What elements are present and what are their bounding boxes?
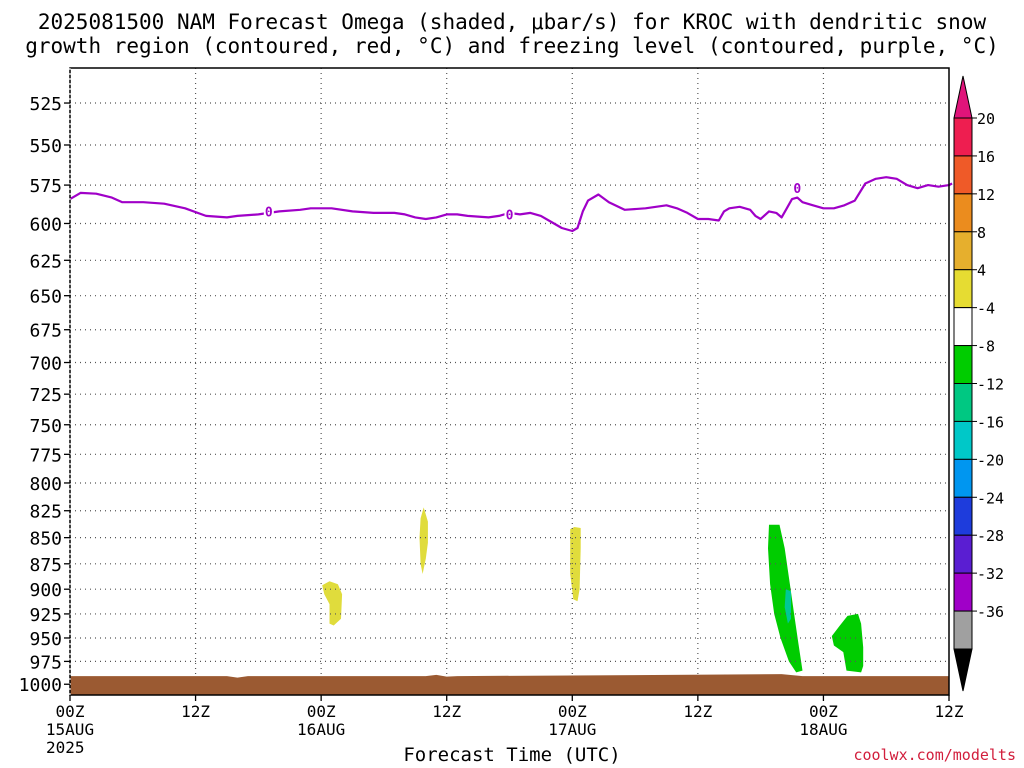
x-tick-label-72: 00Z: [809, 702, 838, 721]
colorbar-label-3: 12: [977, 186, 995, 204]
colorbar-label-4: 8: [977, 224, 986, 242]
y-tick-label-900: 900: [29, 580, 62, 601]
freezing-label-2: 0: [506, 208, 514, 223]
y-tick-label-825: 825: [29, 502, 62, 523]
colorbar-segment-13: [953, 572, 973, 612]
y-tick-label-625: 625: [29, 251, 62, 272]
colorbar-label-11: -24: [977, 489, 1004, 507]
x-tick-label-84: 12Z: [935, 702, 964, 721]
colorbar-segment-3: [953, 193, 973, 233]
omega-region-2: [419, 507, 428, 574]
colorbar-segment-14: [953, 610, 973, 650]
x-tick-label-24: 00Z: [307, 702, 336, 721]
freezing-label-3: 0: [793, 182, 801, 197]
colorbar-segment-6: [953, 307, 973, 347]
y-tick-label-525: 525: [29, 94, 62, 115]
colorbar-label-7: -8: [977, 338, 995, 356]
freezing-label-bg-2: [504, 207, 515, 222]
colorbar-segment-11: [953, 496, 973, 536]
colorbar-bottom-arrow: [953, 648, 973, 692]
omega-region-6: [831, 613, 864, 673]
y-tick-label-1000: 1000: [19, 675, 62, 696]
x-tick-label-48: 00Z: [558, 702, 587, 721]
x-tick-date-0: 15AUG: [46, 720, 94, 739]
colorbar-segment-10: [953, 458, 973, 498]
freezing-level-line: [69, 176, 953, 233]
y-tick-label-950: 950: [29, 629, 62, 650]
plot-frame: [69, 67, 950, 696]
y-tick-label-775: 775: [29, 445, 62, 466]
colorbar-label-1: 20: [977, 110, 995, 128]
x-tick-label-60: 12Z: [683, 702, 712, 721]
colorbar-segment-8: [953, 383, 973, 422]
y-tick-label-850: 850: [29, 529, 62, 550]
chart-subtitle: growth region (contoured, red, °C) and f…: [25, 34, 999, 58]
colorbar-segment-5: [953, 269, 973, 309]
y-tick-label-575: 575: [29, 176, 62, 197]
x-tick-year-0: 2025: [46, 738, 85, 757]
x-tick-date-72: 18AUG: [799, 720, 847, 739]
colorbar-segment-1: [953, 117, 973, 157]
y-tick-label-725: 725: [29, 385, 62, 406]
colorbar-label-14: -36: [977, 603, 1004, 621]
colorbar-segment-2: [953, 155, 973, 195]
colorbar-top-arrow: [953, 75, 973, 119]
colorbar-segment-12: [953, 534, 973, 574]
y-tick-label-550: 550: [29, 136, 62, 157]
freezing-label-1: 0: [265, 205, 273, 220]
y-tick-label-800: 800: [29, 474, 62, 495]
colorbar-label-8: -12: [977, 376, 1004, 394]
colorbar-label-12: -28: [977, 527, 1004, 545]
y-tick-label-600: 600: [29, 214, 62, 235]
terrain-surface: [70, 674, 949, 695]
colorbar-label-13: -32: [977, 565, 1004, 583]
freezing-label-bg-1: [263, 204, 274, 219]
y-tick-label-975: 975: [29, 652, 62, 673]
x-tick-label-12: 12Z: [181, 702, 210, 721]
y-tick-label-700: 700: [29, 354, 62, 375]
colorbar-label-2: 16: [977, 148, 995, 166]
x-tick-date-24: 16AUG: [297, 720, 345, 739]
credit-text: coolwx.com/modelts: [853, 746, 1016, 764]
y-tick-label-650: 650: [29, 287, 62, 308]
x-tick-label-36: 12Z: [432, 702, 461, 721]
x-axis-label: Forecast Time (UTC): [403, 744, 621, 766]
omega-region-5: [784, 589, 791, 624]
colorbar-segment-4: [953, 231, 973, 271]
y-tick-label-675: 675: [29, 321, 62, 342]
colorbar-segment-7: [953, 345, 973, 385]
y-tick-label-875: 875: [29, 555, 62, 576]
colorbar-label-5: 4: [977, 262, 986, 280]
freezing-label-bg-3: [792, 181, 803, 196]
y-tick-label-750: 750: [29, 416, 62, 437]
x-tick-date-48: 17AUG: [548, 720, 596, 739]
chart-title: 2025081500 NAM Forecast Omega (shaded, μ…: [37, 10, 987, 34]
colorbar-label-9: -16: [977, 413, 1004, 431]
colorbar-segment-9: [953, 420, 973, 460]
y-tick-label-925: 925: [29, 605, 62, 626]
omega-region-1: [322, 581, 343, 626]
colorbar-label-6: -4: [977, 300, 995, 318]
colorbar-label-10: -20: [977, 451, 1004, 469]
x-tick-label-0: 00Z: [56, 702, 85, 721]
plot-area: [70, 68, 949, 695]
